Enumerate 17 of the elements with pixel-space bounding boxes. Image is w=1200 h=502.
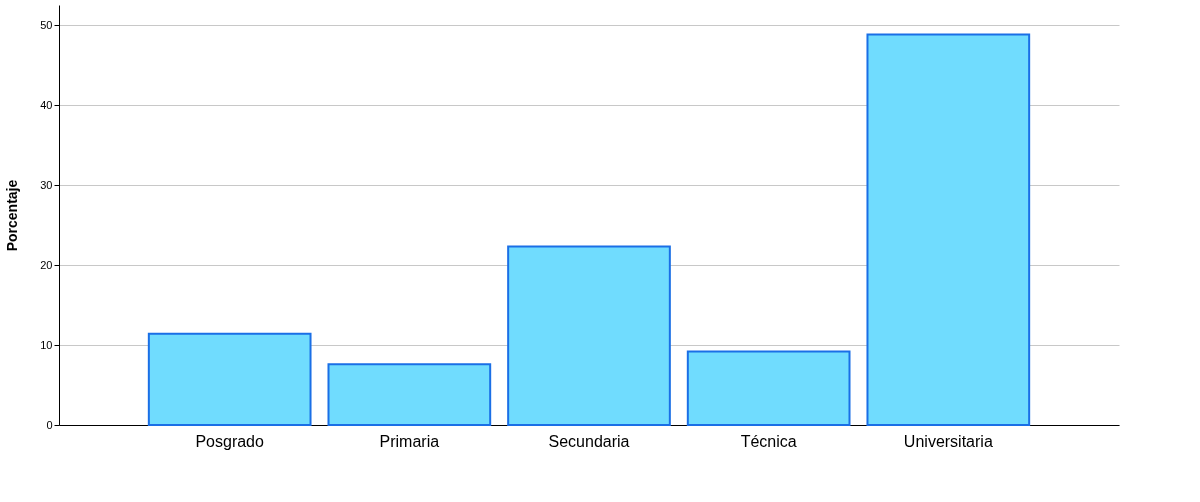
x-tick-label: Universitaria: [903, 432, 993, 450]
bar: [507, 245, 671, 426]
y-tick-label: 40: [40, 98, 53, 111]
y-tick-label: 0: [46, 418, 53, 431]
y-tick-label: 30: [40, 178, 53, 191]
bar: [327, 363, 492, 426]
y-tick-label: 50: [40, 18, 53, 31]
x-tick-label: Técnica: [740, 432, 797, 450]
x-tick-label: Posgrado: [195, 432, 265, 450]
x-tick-label: Primaria: [379, 432, 440, 450]
y-tick-label: 10: [40, 338, 53, 351]
bar: [686, 350, 851, 426]
y-axis-title: Porcentaje: [4, 179, 21, 252]
x-tick-label: Secundaria: [548, 432, 630, 450]
bar: [866, 33, 1031, 426]
y-tick-label: 20: [40, 258, 53, 271]
bar: [147, 332, 312, 426]
